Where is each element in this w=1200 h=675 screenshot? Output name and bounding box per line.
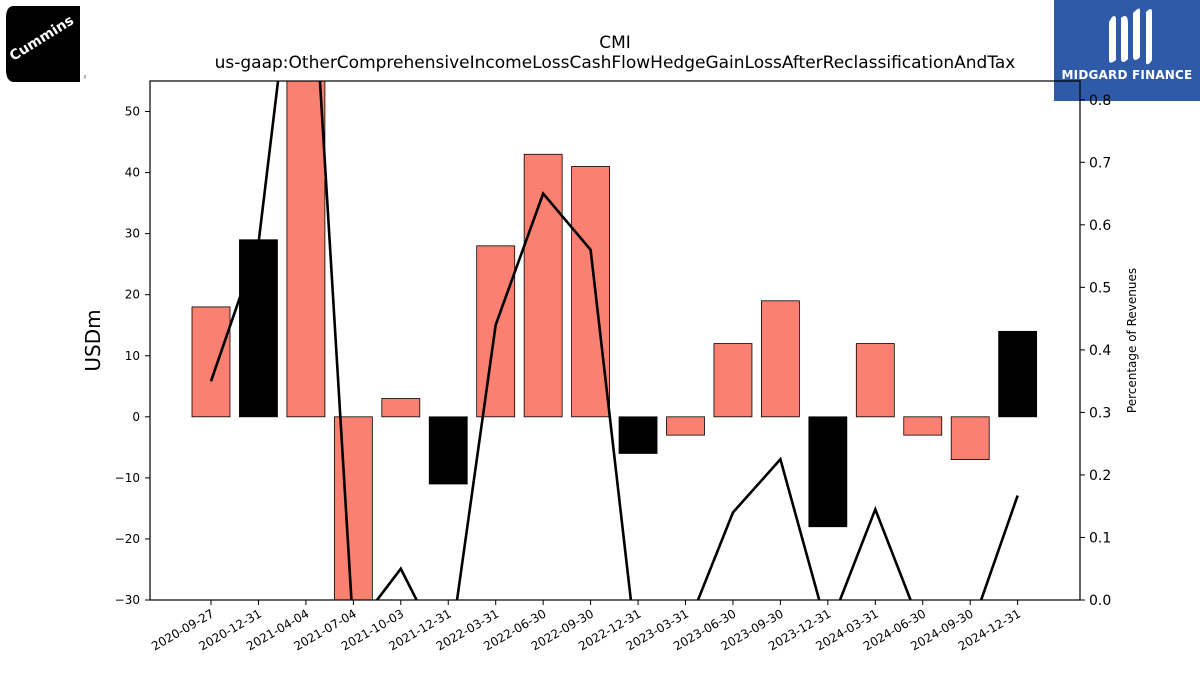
y-tick-label: 30 xyxy=(125,227,140,241)
bar xyxy=(666,416,705,436)
bar xyxy=(381,398,421,418)
bar xyxy=(523,153,563,418)
y-tick-label: 40 xyxy=(125,166,140,180)
y2-tick-label: 0.2 xyxy=(1089,468,1111,484)
chart-title: CMI xyxy=(599,33,631,53)
cummins-logo: Cummins ® xyxy=(6,6,88,82)
y-tick-label: −30 xyxy=(115,593,140,607)
y2-tick-label: 0.3 xyxy=(1089,405,1111,421)
y-tick-label: 50 xyxy=(125,105,140,119)
y-tick-label: 10 xyxy=(125,349,140,363)
midgard-finance-label: MIDGARD FINANCE xyxy=(1061,68,1193,82)
y-axis-label: USDm xyxy=(81,309,105,371)
y2-tick-label: 0.1 xyxy=(1089,530,1111,546)
bar xyxy=(713,343,753,418)
bar xyxy=(950,416,990,460)
bar xyxy=(903,416,943,436)
revenue-pct-line xyxy=(209,81,1019,600)
bar xyxy=(428,416,468,485)
midgard-finance-logo: MIDGARD FINANCE xyxy=(1054,0,1200,101)
line-group xyxy=(209,81,1019,600)
bar xyxy=(191,306,231,418)
bar xyxy=(333,416,373,600)
bar xyxy=(618,416,658,454)
bar xyxy=(998,330,1038,418)
y-tick-label: −20 xyxy=(115,532,140,546)
y2-tick-label: 0.7 xyxy=(1089,155,1111,171)
y2-tick-label: 0.4 xyxy=(1089,343,1111,359)
svg-text:®: ® xyxy=(83,74,86,81)
bar xyxy=(286,81,326,418)
y2-tick-label: 0.0 xyxy=(1089,593,1111,609)
bar xyxy=(239,239,278,418)
chart-subtitle: us-gaap:OtherComprehensiveIncomeLossCash… xyxy=(214,53,1016,73)
y-tick-label: 0 xyxy=(132,410,140,424)
plot-frame xyxy=(149,80,1081,601)
bar xyxy=(761,300,800,418)
y2-tick-label: 0.8 xyxy=(1089,93,1111,109)
y2-tick-label: 0.5 xyxy=(1089,280,1111,296)
y2-tick-label: 0.6 xyxy=(1089,218,1111,234)
bars-group xyxy=(191,81,1038,600)
y2-axis-label: Percentage of Revenues xyxy=(1125,268,1139,413)
y-tick-label: 20 xyxy=(125,288,140,302)
bar xyxy=(808,416,848,528)
y-tick-label: −10 xyxy=(115,471,140,485)
bar xyxy=(571,166,610,418)
bar xyxy=(855,343,895,418)
